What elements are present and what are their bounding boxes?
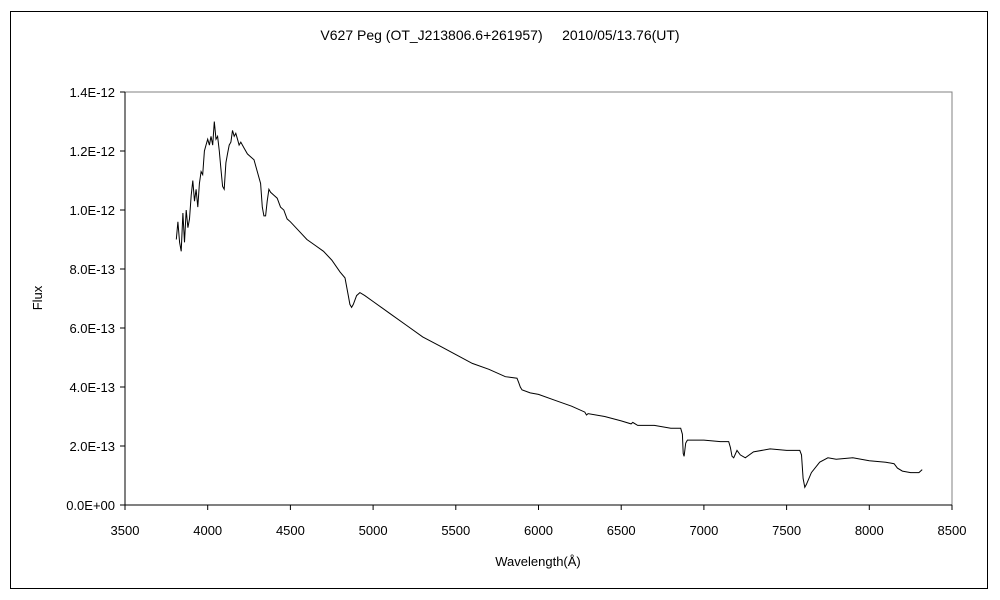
y-tick-label: 2.0E-13	[69, 439, 115, 454]
y-tick-label: 1.4E-12	[69, 85, 115, 100]
y-tick-label: 4.0E-13	[69, 380, 115, 395]
chart-frame	[10, 11, 988, 589]
x-tick-label: 6000	[524, 523, 553, 538]
x-tick-label: 3500	[111, 523, 140, 538]
y-tick-label: 1.0E-12	[69, 203, 115, 218]
y-tick-label: 6.0E-13	[69, 321, 115, 336]
x-tick-label: 5000	[359, 523, 388, 538]
x-tick-label: 7000	[689, 523, 718, 538]
plot-area	[124, 91, 953, 506]
y-axis-label: Flux	[30, 285, 45, 310]
x-tick-label: 6500	[607, 523, 636, 538]
x-tick-label: 5500	[441, 523, 470, 538]
x-tick-label: 8500	[938, 523, 967, 538]
y-axis: 0.0E+00 2.0E-13 4.0E-13 6.0E-13 8.0E-13 1.0E-…	[66, 85, 125, 513]
y-tick-label: 1.2E-12	[69, 144, 115, 159]
chart-title: V627 Peg (OT_J213806.6+261957) 2010/05/1…	[320, 27, 680, 43]
x-tick-label: 4000	[193, 523, 222, 538]
x-axis-label: Wavelength(Å)	[495, 554, 581, 569]
x-tick-label: 4500	[276, 523, 305, 538]
x-tick-label: 8000	[855, 523, 884, 538]
x-tick-label: 7500	[772, 523, 801, 538]
spectrum-series-line	[175, 121, 923, 489]
y-tick-label: 8.0E-13	[69, 262, 115, 277]
x-axis: 3500 4000 4500 5000 5500 6000 6500 7000 7500 8000…	[111, 505, 967, 538]
y-tick-label: 0.0E+00	[66, 498, 115, 513]
